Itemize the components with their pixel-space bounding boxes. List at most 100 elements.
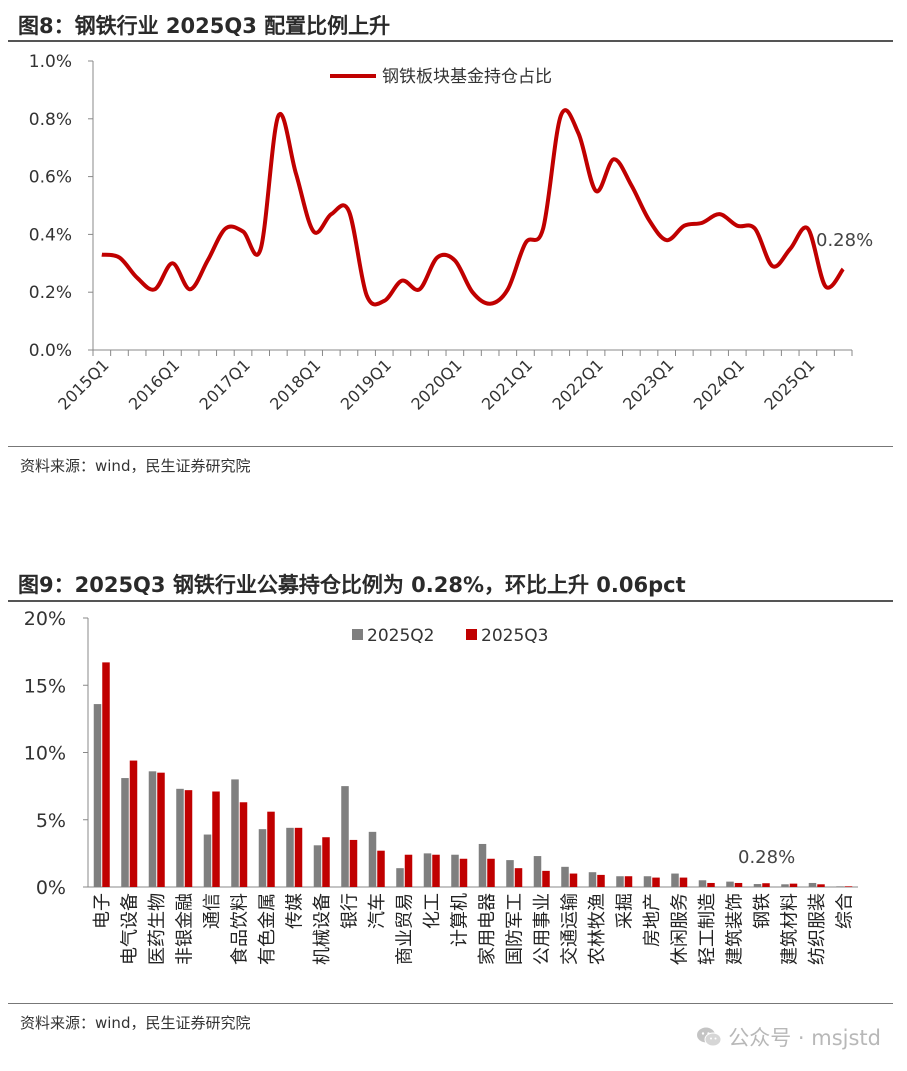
bar-2025q2	[561, 866, 569, 887]
figure2-title: 图9：2025Q3 钢铁行业公募持仓比例为 0.28%，环比上升 0.06pct	[18, 573, 686, 597]
category-label: 银行	[339, 893, 360, 929]
category-label: 商业贸易	[394, 893, 415, 965]
bar-2025q3	[184, 790, 193, 887]
bar-2025q3	[267, 811, 275, 887]
x-tick-label: 2018Q1	[266, 355, 324, 413]
figure1-source: 资料来源：wind，民生证券研究院	[20, 457, 251, 475]
bar-2025q3	[597, 874, 605, 887]
x-tick-label: 2015Q1	[54, 355, 112, 413]
category-label: 电子	[92, 893, 113, 929]
x-tick-label: 2017Q1	[196, 355, 254, 413]
y-tick-label: 15%	[24, 675, 66, 697]
y-tick-label: 0.2%	[29, 283, 72, 303]
category-label: 化工	[422, 893, 443, 929]
bar-2025q3	[707, 882, 715, 887]
value-annotation: 0.28%	[816, 230, 873, 251]
bar-2025q3	[542, 870, 550, 887]
y-tick-label: 20%	[24, 608, 66, 630]
bar-2025q3	[129, 760, 138, 887]
bar-2025q3	[432, 854, 440, 887]
bar-2025q2	[671, 873, 679, 887]
bar-2025q2	[698, 880, 707, 887]
wechat-icon	[696, 1026, 722, 1053]
bar-2025q3	[212, 791, 220, 887]
y-tick-label: 0.4%	[29, 225, 72, 245]
category-label: 交通运输	[559, 893, 580, 965]
bar-2025q3	[239, 802, 248, 887]
bar-2025q2	[588, 872, 597, 887]
line-chart: 0.0% 0.2% 0.4% 0.6% 0.8% 1.0% 2015Q1 2016Q1 2017…	[29, 52, 873, 414]
y-tick-label: 0%	[36, 877, 66, 899]
figure2-bottom-rule	[8, 1003, 893, 1004]
bar-2025q3	[652, 877, 660, 887]
figure2-top-rule	[8, 600, 893, 602]
bar-2025q2	[423, 853, 432, 887]
bar-2025q3	[294, 827, 303, 887]
category-label: 休闲服务	[669, 893, 690, 965]
category-label: 通信	[202, 893, 223, 929]
bar-chart: 0% 5% 10% 15% 20% 电子 电气设备 医药生物 非银金融 通信 食品饮料 有色金属 传媒机…	[24, 608, 858, 965]
bar-2025q2	[451, 854, 459, 887]
x-tick-label: 2024Q1	[690, 355, 748, 413]
series-line	[101, 108, 845, 307]
bar-2025q2	[726, 881, 734, 887]
bar-2025q2	[231, 779, 239, 887]
bar-2025q3	[679, 877, 688, 887]
legend-label-q3: 2025Q3	[481, 626, 548, 646]
legend-swatch-q3	[466, 629, 477, 640]
bar-2025q3	[569, 873, 578, 887]
x-tick-label: 2020Q1	[407, 355, 465, 413]
bar-2025q2	[506, 860, 514, 887]
bar-2025q3	[349, 839, 358, 887]
x-tick-label: 2016Q1	[125, 355, 183, 413]
legend-label: 钢铁板块基金持仓占比	[382, 67, 552, 87]
category-label: 综合	[834, 893, 855, 929]
bar-2025q3	[322, 837, 330, 887]
bar-2025q3	[377, 850, 385, 887]
category-label: 轻工制造	[697, 893, 718, 965]
bar-2025q3	[789, 883, 798, 887]
bar-2025q2	[176, 788, 184, 887]
bar-2025q2	[93, 704, 102, 887]
category-label: 建筑材料	[779, 893, 800, 965]
category-label: 食品饮料	[229, 893, 250, 965]
bar-2025q3	[624, 876, 633, 887]
category-label: 国防军工	[504, 893, 525, 965]
y-tick-label: 5%	[36, 810, 66, 832]
bar-2025q3	[514, 868, 523, 887]
bar-2025q3	[157, 772, 165, 887]
x-tick-label: 2025Q1	[760, 355, 818, 413]
bar-2025q3	[762, 883, 770, 887]
category-label: 家用电器	[477, 893, 498, 965]
y-tick-label: 10%	[24, 743, 66, 765]
bar-2025q3	[844, 886, 853, 887]
category-label: 纺织服装	[807, 893, 828, 965]
bar-2025q2	[781, 884, 789, 887]
bar-2025q2	[753, 884, 762, 887]
y-tick-label: 1.0%	[29, 52, 72, 72]
legend-label-q2: 2025Q2	[367, 626, 434, 646]
figure1-title: 图8：钢铁行业 2025Q3 配置比例上升	[18, 14, 391, 38]
x-tick-label: 2023Q1	[619, 355, 677, 413]
x-tick-label: 2022Q1	[549, 355, 607, 413]
bar-2025q2	[313, 845, 322, 887]
bar-2025q2	[533, 856, 542, 887]
bar-2025q3	[459, 858, 468, 887]
bar-2025q3	[102, 662, 110, 887]
bar-2025q2	[286, 827, 294, 887]
bar-2025q2	[478, 843, 487, 887]
bar-2025q2	[616, 876, 624, 887]
category-label: 采掘	[614, 893, 635, 929]
bar-2025q2	[121, 778, 129, 887]
category-label: 计算机	[449, 893, 470, 947]
watermark: 公众号 · msjstd	[696, 1022, 881, 1053]
category-label: 传媒	[284, 893, 305, 929]
category-label: 建筑装饰	[724, 893, 745, 965]
bar-2025q2	[836, 886, 844, 887]
category-label: 电气设备	[119, 893, 140, 965]
x-tick-label: 2021Q1	[478, 355, 536, 413]
category-label: 有色金属	[257, 893, 278, 965]
category-label: 汽车	[367, 893, 388, 929]
value-annotation: 0.28%	[738, 847, 795, 868]
y-tick-label: 0.8%	[29, 110, 72, 130]
